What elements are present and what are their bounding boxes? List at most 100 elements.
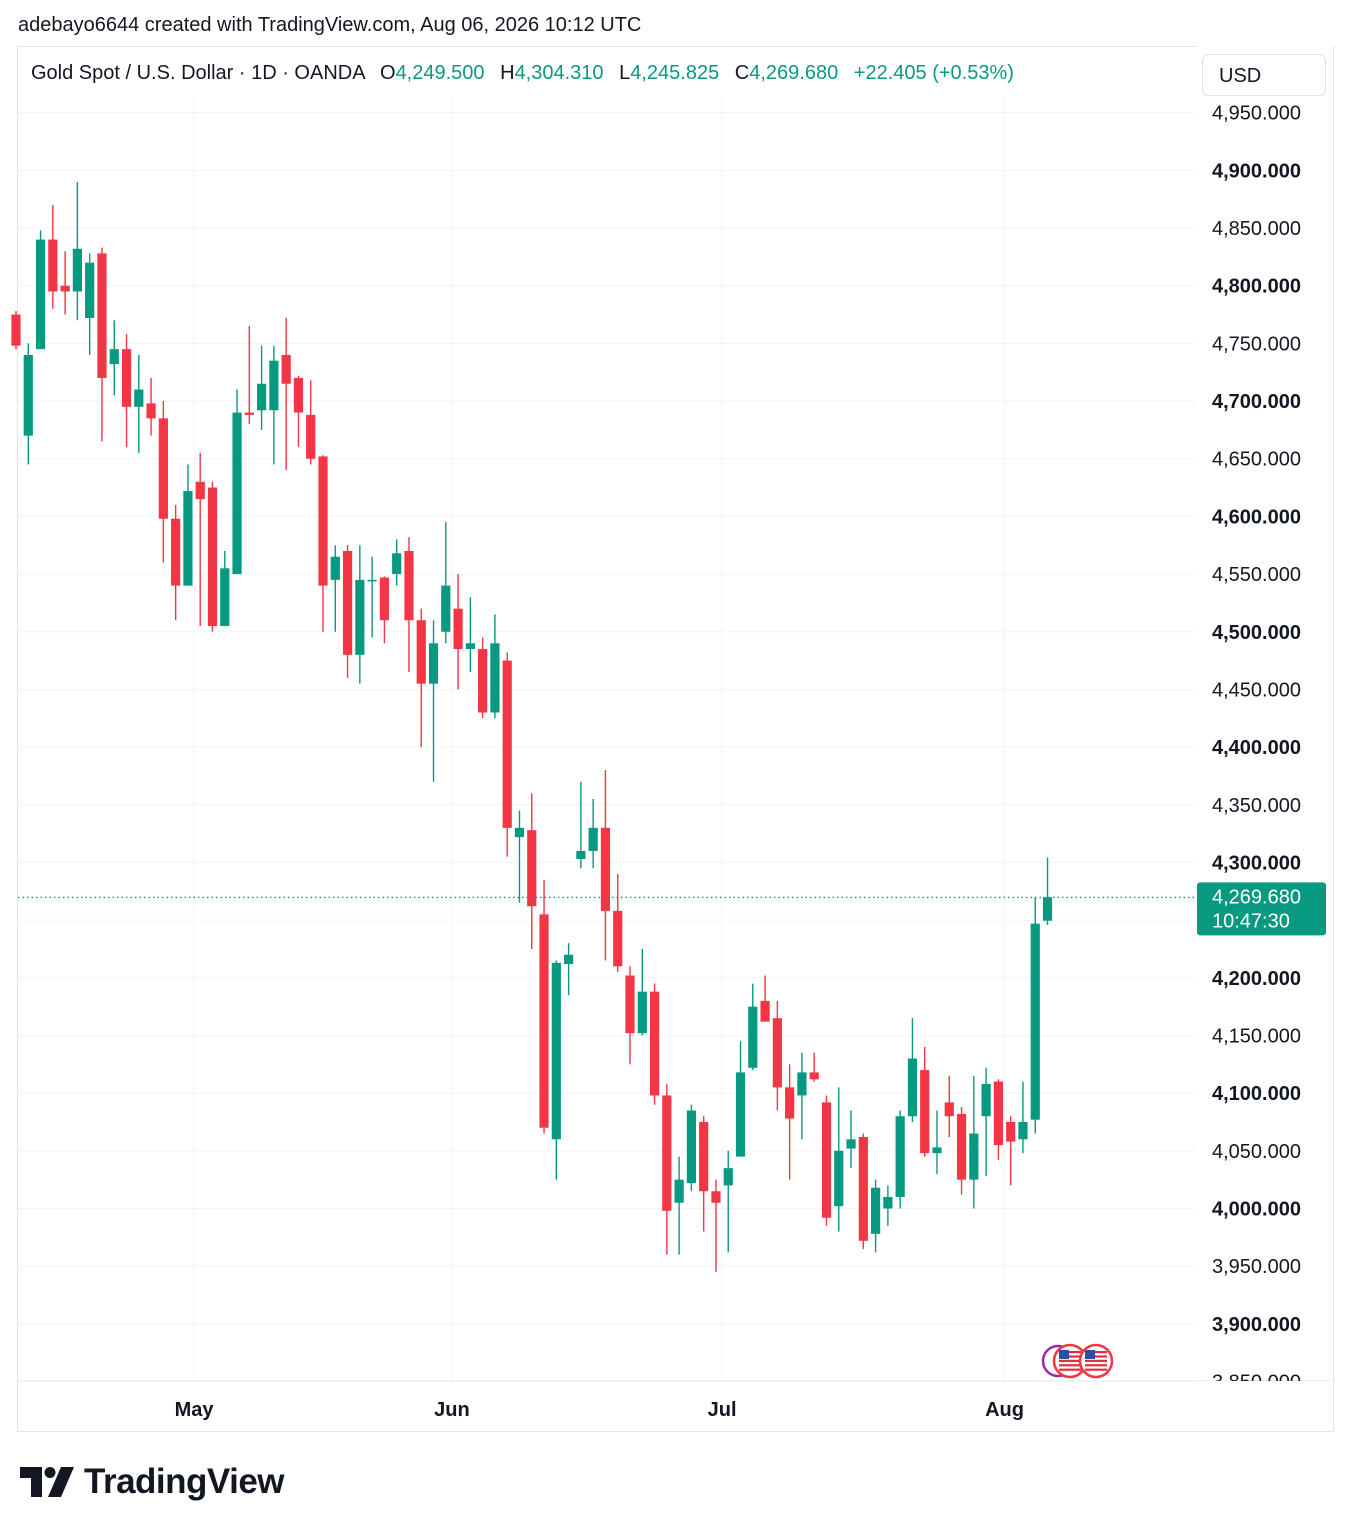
candle[interactable] [232,389,242,575]
candle[interactable] [490,614,500,719]
candle[interactable] [748,983,758,1071]
candle[interactable] [772,1000,782,1111]
y-tick-label: 4,750.000 [1212,333,1301,355]
candle[interactable] [514,810,525,903]
candle[interactable] [478,637,488,719]
candle[interactable] [281,317,291,471]
candle[interactable] [121,334,132,448]
y-tick-label: 4,350.000 [1212,795,1301,817]
candle[interactable] [404,537,414,673]
candle[interactable] [109,320,119,396]
candle[interactable] [1006,1116,1016,1186]
candle[interactable] [821,1095,832,1226]
candle[interactable] [330,545,340,632]
candle[interactable] [183,464,193,586]
candle[interactable] [613,873,623,973]
candle[interactable] [207,481,218,632]
candle[interactable] [723,1150,733,1253]
candlestick-chart[interactable]: 3,850.0003,900.0003,950.0004,000.0004,05… [0,0,1352,1440]
candle[interactable] [158,401,168,563]
candle-body [441,585,451,632]
candle[interactable] [416,608,426,748]
candle-body [60,285,70,292]
candle[interactable] [895,1110,905,1209]
candle[interactable] [649,983,660,1105]
candle[interactable] [735,1041,746,1157]
candle-body [637,991,647,1034]
candle[interactable] [883,1185,893,1226]
candle[interactable] [539,879,549,1134]
candle[interactable] [944,1075,954,1137]
candle[interactable] [846,1110,856,1169]
currency-button[interactable]: USD [1202,54,1326,96]
candle[interactable] [834,1087,844,1232]
candle[interactable] [171,504,181,621]
candle[interactable] [85,253,95,355]
candle[interactable] [244,326,254,425]
candle[interactable] [392,539,402,586]
candle[interactable] [23,343,33,465]
candle[interactable] [134,354,144,453]
candle-body [625,975,635,1034]
candle[interactable] [969,1075,979,1209]
candle[interactable] [146,377,156,436]
candle[interactable] [1030,897,1040,1134]
candle[interactable] [993,1079,1003,1161]
candle[interactable] [293,375,304,448]
candle[interactable] [502,652,512,857]
candle[interactable] [662,1083,672,1255]
candle[interactable] [588,799,598,869]
candle[interactable] [441,522,451,644]
candle[interactable] [306,380,316,465]
candle-body [490,643,500,713]
candle[interactable] [465,597,475,673]
candle[interactable] [625,966,635,1065]
candle[interactable] [932,1110,942,1174]
candle[interactable] [257,345,267,430]
candle[interactable] [637,948,647,1036]
candle[interactable] [920,1047,930,1157]
candle[interactable] [453,574,463,690]
candle[interactable] [428,620,439,782]
candle[interactable] [1042,857,1053,925]
candle[interactable] [686,1104,696,1192]
candle[interactable] [674,1156,684,1255]
candle[interactable] [809,1052,819,1082]
candle[interactable] [564,943,574,996]
candle[interactable] [35,230,46,350]
candle[interactable] [797,1052,807,1140]
candle[interactable] [318,455,328,632]
candle-body [527,830,537,907]
candle[interactable] [220,551,230,626]
tradingview-brand[interactable]: TradingView [20,1462,285,1502]
candle[interactable] [527,793,537,949]
candle[interactable] [871,1179,881,1253]
candle-body [785,1087,795,1119]
candle[interactable] [342,545,353,678]
candle[interactable] [269,345,279,465]
us-flag-icon[interactable] [1078,1343,1114,1379]
candle[interactable] [760,975,770,1022]
candle[interactable] [551,960,561,1180]
candle[interactable] [355,545,365,684]
candle[interactable] [48,204,58,309]
candle[interactable] [379,576,389,644]
candle[interactable] [11,311,21,350]
candle[interactable] [907,1018,918,1122]
candle[interactable] [699,1116,709,1232]
candle-body [220,568,230,626]
candle[interactable] [981,1067,991,1177]
candle[interactable] [1018,1081,1028,1154]
candle[interactable] [97,247,107,442]
candle[interactable] [956,1106,967,1195]
candle[interactable] [195,452,205,626]
candle[interactable] [576,781,586,869]
candle[interactable] [711,1179,721,1272]
candle[interactable] [72,181,82,321]
candle[interactable] [785,1064,795,1180]
candle[interactable] [600,770,611,961]
symbol-title[interactable]: Gold Spot / U.S. Dollar · 1D · OANDA [31,62,365,84]
candle[interactable] [60,251,70,315]
candle[interactable] [367,556,377,638]
candle[interactable] [858,1133,868,1249]
